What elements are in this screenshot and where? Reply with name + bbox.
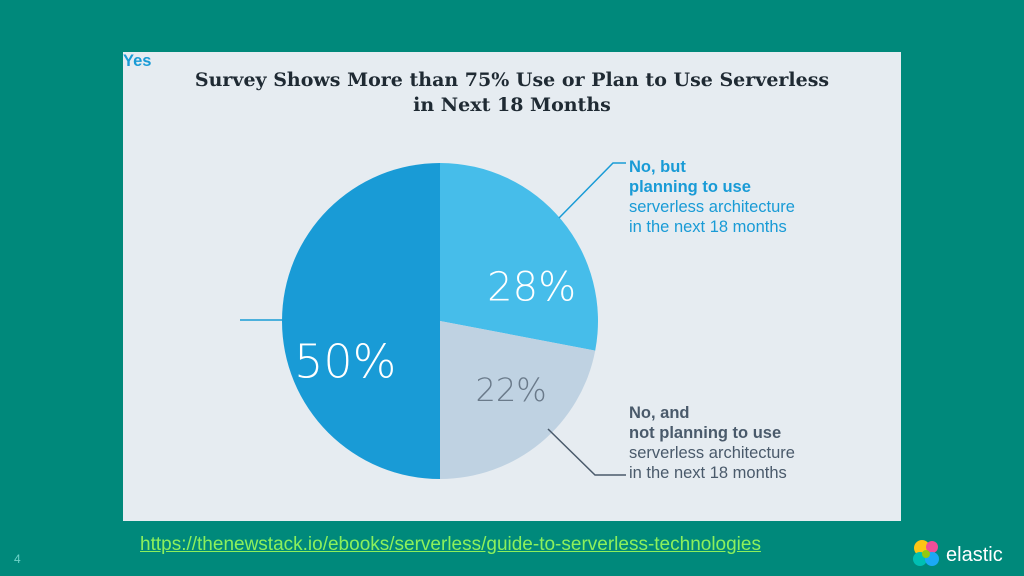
callout-not-planning-line-1: No, and	[629, 404, 690, 422]
pie-slice-yes	[282, 163, 440, 479]
pie-label-planning: 28%	[487, 264, 576, 310]
pie-slice-planning	[440, 163, 598, 351]
pie-slice-not-planning	[440, 321, 596, 479]
callout-not-planning-line-2: not planning to use	[629, 424, 782, 442]
callout-planning-line-1: No, but	[629, 158, 686, 176]
slide-number: 4	[14, 552, 21, 566]
chart-title: Survey Shows More than 75% Use or Plan t…	[123, 68, 901, 118]
callout-planning: No, but planning to use serverless archi…	[629, 157, 795, 237]
callout-line-not-planning	[547, 428, 626, 476]
pie-chart: 28% 22% 50%	[240, 162, 626, 479]
callout-planning-line-3: serverless architecture	[629, 198, 795, 216]
callout-not-planning-line-4: in the next 18 months	[629, 464, 787, 482]
callout-line-planning	[558, 162, 626, 219]
pie-label-not-planning: 22%	[476, 371, 547, 409]
pie-label-yes: 50%	[294, 335, 396, 389]
callout-not-planning: No, and not planning to use serverless a…	[629, 403, 795, 483]
callout-yes: Yes	[123, 52, 152, 70]
chart-card: Survey Shows More than 75% Use or Plan t…	[123, 52, 901, 521]
elastic-logo-text: elastic	[946, 544, 1003, 566]
chart-title-line-2: in Next 18 Months	[413, 94, 611, 116]
callout-planning-line-2: planning to use	[629, 178, 751, 196]
elastic-logo: elastic	[910, 538, 1010, 570]
callout-not-planning-line-3: serverless architecture	[629, 444, 795, 462]
source-link[interactable]: https://thenewstack.io/ebooks/serverless…	[140, 534, 761, 555]
callout-planning-line-4: in the next 18 months	[629, 218, 787, 236]
elastic-logo-icon	[913, 540, 939, 566]
chart-title-line-1: Survey Shows More than 75% Use or Plan t…	[194, 69, 830, 91]
